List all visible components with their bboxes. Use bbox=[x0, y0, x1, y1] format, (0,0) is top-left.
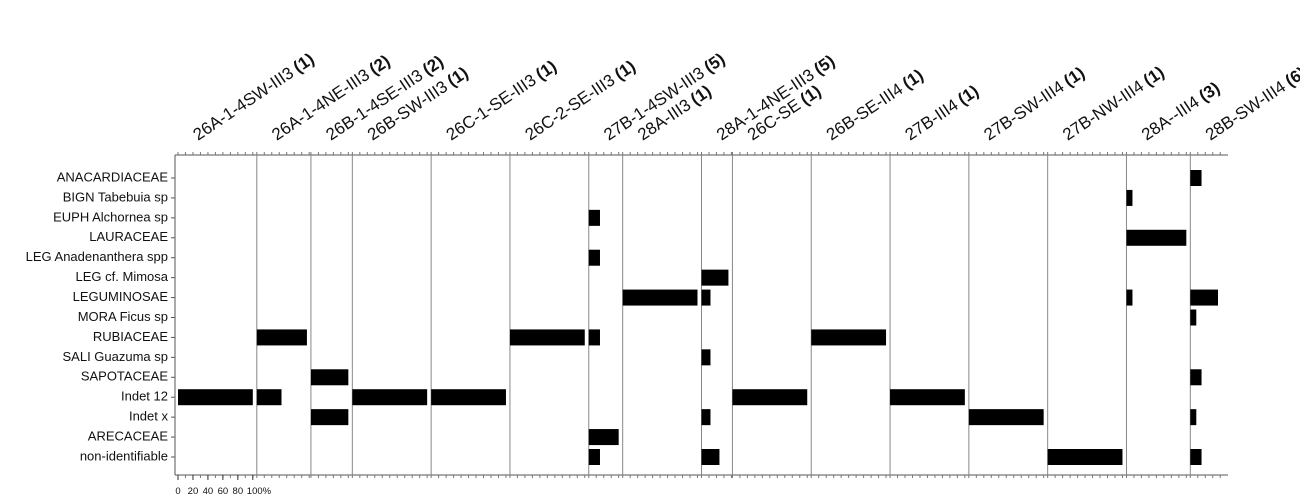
x-tick-label: 0 bbox=[175, 486, 180, 497]
bar bbox=[256, 329, 307, 346]
bar bbox=[1190, 289, 1218, 306]
row-label: LEGUMINOSAE bbox=[73, 289, 169, 304]
bar bbox=[1126, 289, 1133, 306]
sample-count: (1) bbox=[290, 49, 318, 76]
bar bbox=[588, 429, 619, 446]
row-label: SAPOTACEAE bbox=[81, 369, 169, 384]
row-label: RUBIACEAE bbox=[93, 329, 168, 344]
bar bbox=[1190, 170, 1202, 186]
column-label: 27B-III4(1) bbox=[902, 81, 983, 144]
sample-count: (1) bbox=[1060, 63, 1088, 90]
bar bbox=[1190, 449, 1202, 465]
bar bbox=[256, 389, 282, 406]
sample-name: 27B-SW-III4 bbox=[980, 77, 1067, 144]
x-tick-label: 20 bbox=[188, 486, 199, 497]
bar bbox=[588, 449, 600, 465]
bar bbox=[811, 329, 887, 346]
sample-count: (5) bbox=[810, 51, 838, 78]
sample-name: 27B-III4 bbox=[902, 95, 962, 144]
bar bbox=[509, 329, 585, 346]
bar bbox=[588, 209, 600, 226]
bar bbox=[701, 289, 711, 306]
row-label: LEG cf. Mimosa bbox=[76, 269, 169, 284]
row-label: BIGN Tabebuia sp bbox=[63, 189, 168, 204]
sample-count: (1) bbox=[444, 63, 472, 90]
x-tick-label: 80 bbox=[233, 486, 244, 497]
bar bbox=[588, 249, 600, 266]
bar bbox=[701, 269, 729, 286]
sample-count: (5) bbox=[701, 49, 729, 76]
sample-count: (2) bbox=[419, 52, 447, 79]
bar bbox=[701, 449, 720, 465]
bar bbox=[431, 389, 506, 406]
row-label: MORA Ficus sp bbox=[78, 309, 168, 324]
bar bbox=[1047, 449, 1123, 465]
column-title: 27B-III4(1) bbox=[902, 81, 983, 144]
row-label: ARECACEAE bbox=[88, 429, 169, 444]
bar bbox=[178, 389, 253, 406]
row-label: non-identifiable bbox=[80, 448, 168, 463]
column-label: 28B-SW-III4(6) bbox=[1202, 63, 1300, 144]
bar bbox=[310, 369, 349, 386]
x-tick-label: 40 bbox=[203, 486, 214, 497]
bar bbox=[352, 389, 428, 406]
bar bbox=[1190, 369, 1202, 386]
sample-count: (2) bbox=[366, 51, 394, 78]
sample-name: 28A--III4 bbox=[1138, 92, 1203, 144]
row-label: ANACARDIACEAE bbox=[57, 169, 169, 184]
bar bbox=[1126, 189, 1133, 206]
bar bbox=[701, 349, 711, 366]
bar bbox=[1126, 229, 1187, 246]
sample-count: (1) bbox=[899, 66, 927, 93]
bar bbox=[1190, 409, 1197, 426]
bar bbox=[732, 389, 808, 406]
bar bbox=[588, 329, 600, 346]
sample-count: (3) bbox=[1195, 78, 1223, 105]
sample-count: (1) bbox=[1140, 63, 1168, 90]
bar bbox=[890, 389, 965, 406]
bar bbox=[622, 289, 698, 306]
bar bbox=[701, 409, 711, 426]
bar bbox=[968, 409, 1044, 426]
sample-count: (1) bbox=[532, 57, 560, 84]
sample-count: (1) bbox=[611, 57, 639, 84]
row-label: LEG Anadenanthera spp bbox=[26, 249, 168, 264]
column-title: 28B-SW-III4(6) bbox=[1202, 63, 1300, 144]
row-label: LAURACEAE bbox=[89, 229, 168, 244]
sample-count: (1) bbox=[954, 81, 982, 108]
row-label: SALI Guazuma sp bbox=[63, 349, 169, 364]
x-tick-label: 100% bbox=[247, 486, 272, 497]
bar bbox=[310, 409, 349, 426]
sample-name: 26B-SE-III4 bbox=[823, 79, 906, 144]
row-label: EUPH Alchornea sp bbox=[53, 209, 168, 224]
row-label: Indet 12 bbox=[121, 389, 168, 404]
x-tick-label: 60 bbox=[218, 486, 229, 497]
bar bbox=[1190, 309, 1197, 326]
row-label: Indet x bbox=[129, 409, 169, 424]
